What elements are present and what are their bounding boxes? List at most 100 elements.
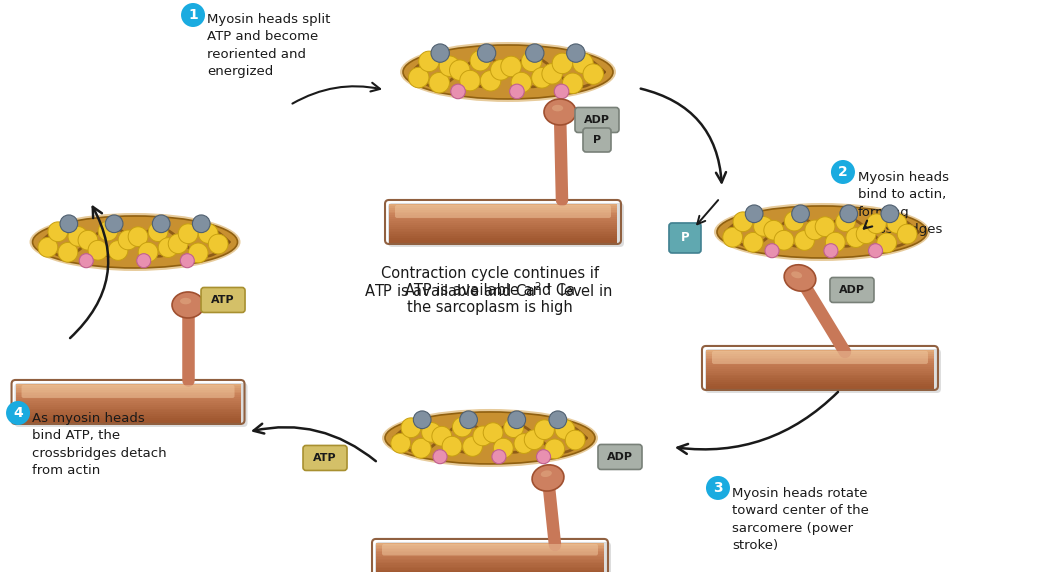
Bar <box>389 238 617 241</box>
Bar <box>16 418 241 421</box>
FancyBboxPatch shape <box>201 288 245 312</box>
Circle shape <box>148 222 168 241</box>
Circle shape <box>784 211 804 231</box>
Circle shape <box>152 215 170 233</box>
Circle shape <box>188 243 208 263</box>
Bar <box>389 240 617 243</box>
Bar <box>706 352 934 355</box>
Bar <box>376 554 604 557</box>
Circle shape <box>128 227 148 247</box>
Bar <box>376 570 604 572</box>
Circle shape <box>524 430 544 450</box>
Circle shape <box>514 434 534 454</box>
Bar <box>389 213 617 216</box>
Bar <box>389 227 617 229</box>
Bar <box>376 562 604 565</box>
Bar <box>389 206 617 209</box>
Bar <box>706 362 934 364</box>
Bar <box>706 350 934 353</box>
Circle shape <box>477 44 496 62</box>
Bar <box>389 225 617 228</box>
Circle shape <box>6 401 30 425</box>
Bar <box>376 565 604 567</box>
Circle shape <box>58 243 78 262</box>
Circle shape <box>831 160 854 184</box>
Bar <box>389 232 617 235</box>
Circle shape <box>898 224 918 244</box>
Circle shape <box>511 72 532 93</box>
Circle shape <box>439 56 459 77</box>
Bar <box>376 546 604 549</box>
Bar <box>376 553 604 555</box>
Bar <box>376 571 604 572</box>
Circle shape <box>78 231 98 250</box>
Circle shape <box>483 423 503 443</box>
Text: 3: 3 <box>714 481 723 495</box>
Bar <box>16 420 241 423</box>
Circle shape <box>583 64 603 85</box>
Bar <box>16 403 241 406</box>
Bar <box>16 388 241 391</box>
Ellipse shape <box>532 465 564 491</box>
Circle shape <box>866 214 886 233</box>
Ellipse shape <box>544 99 576 125</box>
Circle shape <box>431 44 450 62</box>
Bar <box>389 236 617 239</box>
Circle shape <box>840 205 858 223</box>
Text: ATP: ATP <box>313 453 336 463</box>
Bar <box>706 384 934 387</box>
Circle shape <box>825 232 845 252</box>
Circle shape <box>510 84 524 99</box>
Circle shape <box>418 51 439 72</box>
Circle shape <box>526 44 544 62</box>
Text: 1: 1 <box>188 8 198 22</box>
Circle shape <box>105 215 123 233</box>
Circle shape <box>521 51 542 72</box>
Bar <box>16 384 241 387</box>
Text: Myosin heads rotate
toward center of the
sarcomere (power
stroke): Myosin heads rotate toward center of the… <box>731 487 869 553</box>
Circle shape <box>535 420 554 439</box>
Bar <box>389 235 617 237</box>
Circle shape <box>68 227 88 247</box>
Circle shape <box>836 212 856 232</box>
FancyBboxPatch shape <box>669 223 701 253</box>
Bar <box>376 567 604 569</box>
FancyBboxPatch shape <box>303 446 347 470</box>
Bar <box>376 545 604 547</box>
Circle shape <box>491 59 511 80</box>
Circle shape <box>877 233 897 253</box>
Circle shape <box>492 450 506 464</box>
Bar <box>16 397 241 400</box>
Circle shape <box>421 423 441 442</box>
Circle shape <box>743 232 763 252</box>
Circle shape <box>391 434 411 453</box>
Circle shape <box>723 228 743 247</box>
FancyBboxPatch shape <box>598 444 642 470</box>
Text: Contraction cycle continues if: Contraction cycle continues if <box>382 267 599 281</box>
Ellipse shape <box>552 105 563 112</box>
FancyBboxPatch shape <box>830 277 874 303</box>
Circle shape <box>573 53 593 73</box>
Bar <box>376 559 604 561</box>
Ellipse shape <box>29 213 241 271</box>
Bar <box>389 219 617 222</box>
Text: ADP: ADP <box>584 115 610 125</box>
Text: Myosin heads
bind to actin,
forming
crossbridges: Myosin heads bind to actin, forming cros… <box>858 171 949 236</box>
Circle shape <box>536 450 551 464</box>
Text: ATP: ATP <box>211 295 234 305</box>
Ellipse shape <box>382 409 598 467</box>
Circle shape <box>459 411 477 428</box>
Circle shape <box>48 222 67 241</box>
Ellipse shape <box>33 216 238 268</box>
FancyBboxPatch shape <box>21 385 234 398</box>
Circle shape <box>868 244 883 258</box>
Circle shape <box>462 436 482 456</box>
Bar <box>376 561 604 563</box>
Bar <box>16 408 241 411</box>
Circle shape <box>542 63 562 84</box>
Circle shape <box>824 244 838 258</box>
Circle shape <box>450 60 470 81</box>
Text: Myosin heads split
ATP and become
reoriented and
energized: Myosin heads split ATP and become reorie… <box>207 13 330 78</box>
Bar <box>706 369 934 372</box>
Bar <box>16 390 241 392</box>
